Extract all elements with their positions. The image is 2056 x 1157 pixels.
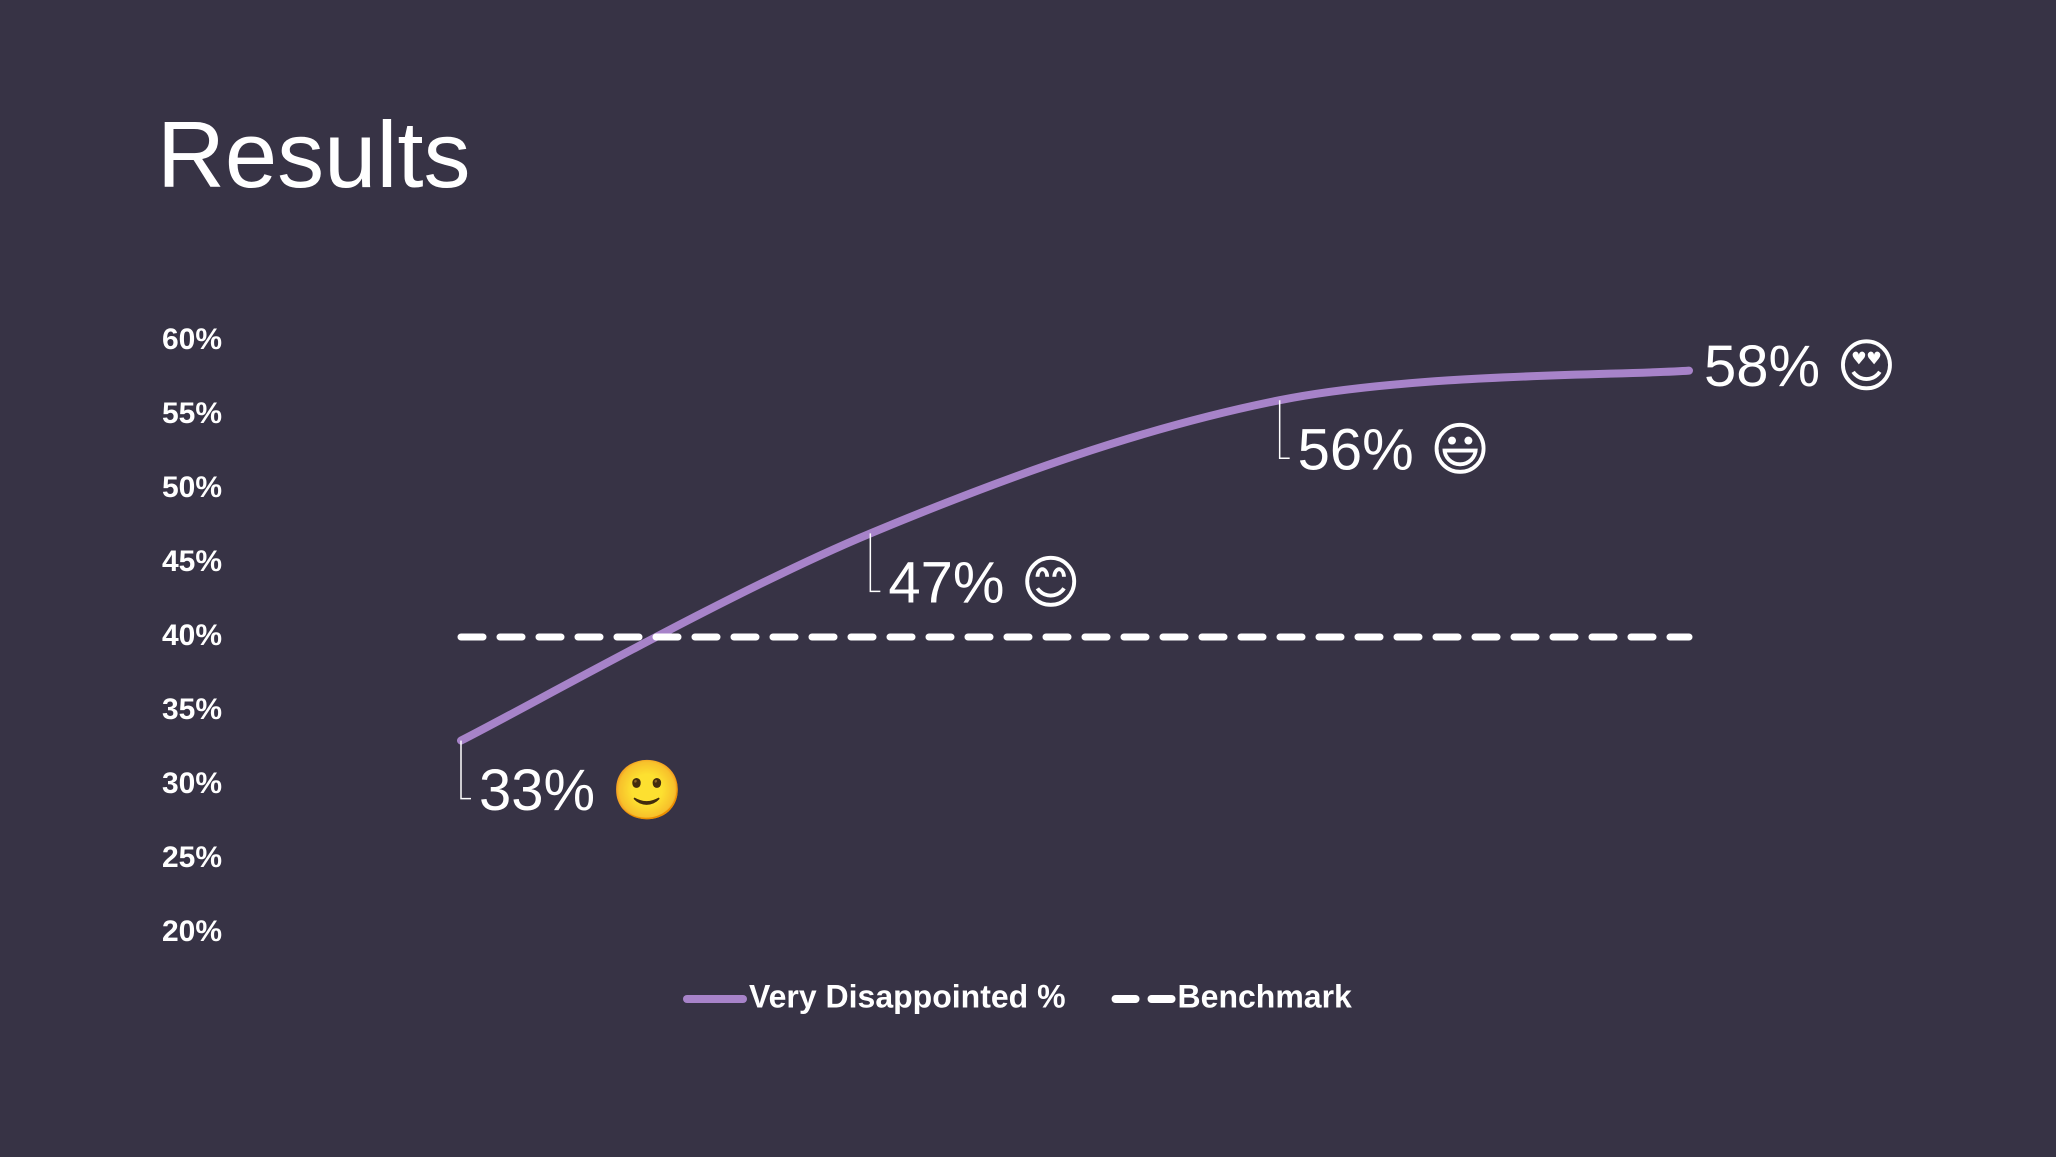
y-tick-label: 25% (162, 841, 222, 874)
y-tick-label: 50% (162, 471, 222, 504)
leader-line (460, 740, 471, 800)
y-tick-label: 20% (162, 915, 222, 948)
series-line (457, 366, 1693, 745)
y-tick-label: 45% (162, 545, 222, 578)
y-tick-label: 40% (162, 619, 222, 652)
y-tick-label: 60% (162, 323, 222, 356)
data-label: 58% 😍 (1704, 334, 1897, 399)
data-label: 47% 😊 (888, 551, 1081, 616)
legend-label: Very Disappointed % (749, 978, 1066, 1014)
leader-line (1278, 400, 1290, 459)
data-label: 33% 🙂 (479, 758, 683, 823)
y-tick-label: 55% (162, 397, 222, 430)
legend-label: Benchmark (1178, 978, 1353, 1014)
y-tick-label: 35% (162, 693, 222, 726)
page-title: Results (157, 102, 470, 207)
y-tick-label: 30% (162, 767, 222, 800)
data-label: 56% 😃 (1298, 418, 1491, 483)
leader-line (869, 533, 881, 593)
